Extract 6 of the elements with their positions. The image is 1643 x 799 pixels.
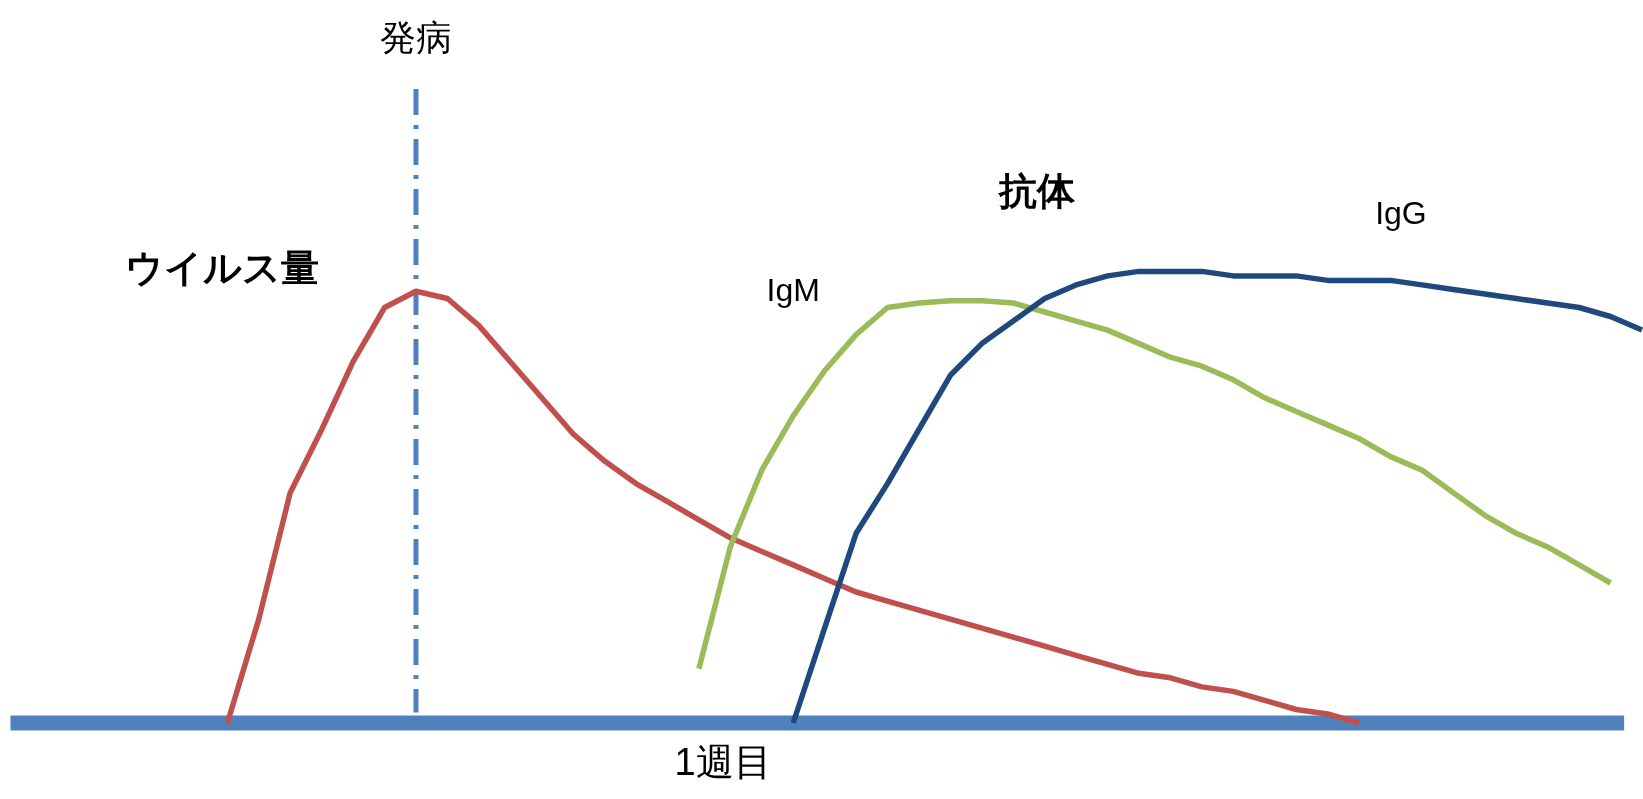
x-axis-title: 1週目 xyxy=(674,741,772,784)
series-label: ウイルス量 xyxy=(125,246,320,289)
series-label: IgG xyxy=(1375,195,1427,232)
series-label: IgM xyxy=(766,271,820,308)
text: 抗体 xyxy=(998,170,1077,213)
text: 発病 xyxy=(379,17,452,59)
